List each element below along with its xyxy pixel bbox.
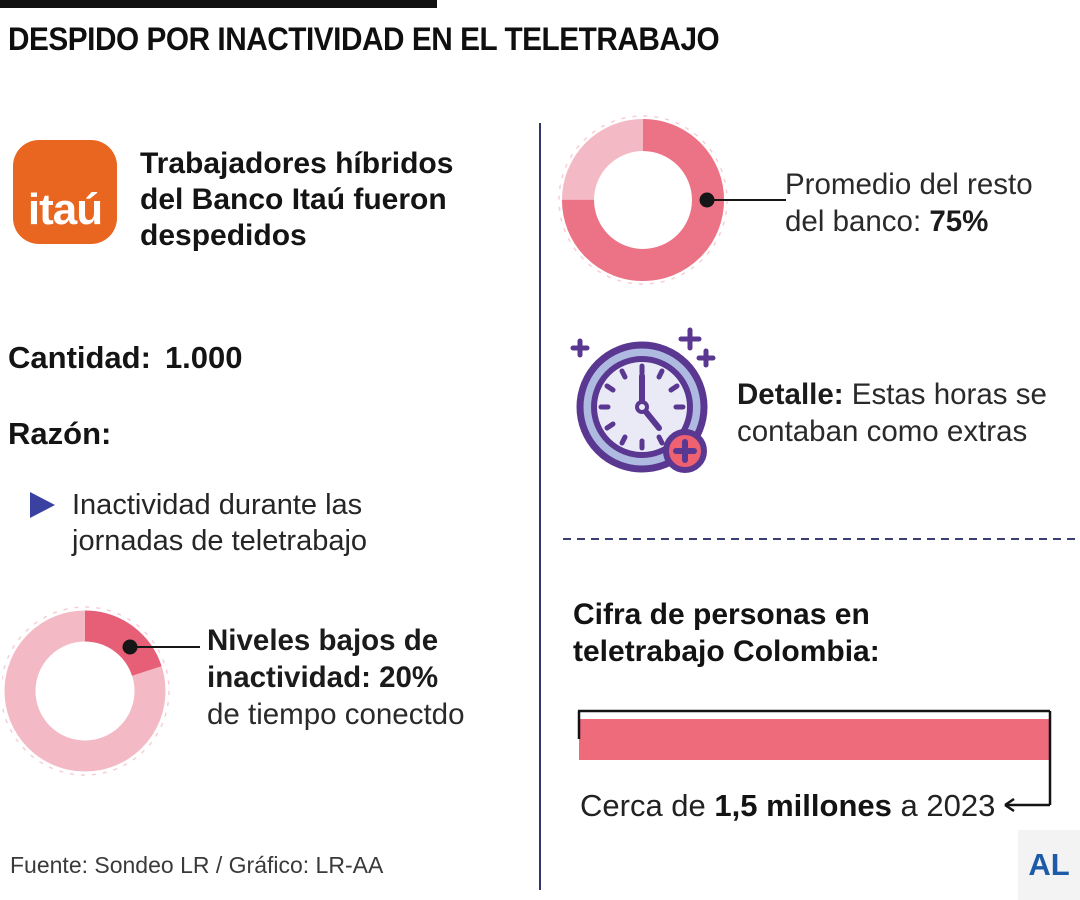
- dashed-divider: [563, 538, 1080, 540]
- column-divider: [539, 123, 541, 890]
- bar-value: [579, 719, 1050, 760]
- caption-prefix: Cerca de: [580, 788, 715, 823]
- bar-outline-and-arrow: [577, 709, 1052, 813]
- intro-text: Trabajadores híbridos del Banco Itaú fue…: [140, 146, 453, 254]
- clock-ticks: [598, 363, 686, 451]
- bar-chart-teletrabajo: [577, 709, 1052, 813]
- cifra-heading: Cifra de personas en teletrabajo Colombi…: [573, 596, 880, 670]
- cantidad-value: 1.000: [164, 340, 243, 375]
- cantidad-label: Cantidad:: [8, 340, 151, 375]
- detalle-line2: contaban como extras: [737, 415, 1028, 448]
- sparkle-plus-icons: [570, 327, 716, 368]
- right-donut-callout: Promedio del resto del banco: 75%: [785, 166, 1033, 240]
- callout-dot: [699, 192, 715, 208]
- detalle-rest: Estas horas se: [843, 378, 1047, 411]
- left-donut-callout: Niveles bajos de inactividad: 20% de tie…: [207, 622, 464, 733]
- callout-line3: de tiempo conectdo: [207, 698, 465, 731]
- bullet-line: Inactividad durante las: [72, 489, 363, 521]
- intro-line: Trabajadores híbridos: [140, 147, 454, 180]
- cantidad-row: Cantidad: 1.000: [8, 340, 243, 376]
- callout-line1: Promedio del resto: [785, 168, 1033, 201]
- bullet-triangle-icon: [30, 492, 55, 518]
- page-title: DESPIDO POR INACTIVIDAD EN EL TELETRABAJ…: [8, 21, 720, 57]
- razon-label: Razón:: [8, 416, 112, 451]
- intro-line: despedidos: [140, 219, 307, 252]
- callout-dot: [122, 639, 138, 655]
- bullet-line: jornadas de teletrabajo: [72, 525, 368, 557]
- donut-dashed-ring: [2, 606, 170, 776]
- razon-bullet-text: Inactividad durante las jornadas de tele…: [72, 487, 367, 559]
- detalle-label: Detalle:: [737, 378, 844, 411]
- clock-plus-icon: [570, 327, 716, 473]
- cifra-line: teletrabajo Colombia:: [573, 635, 880, 668]
- intro-line: del Banco Itaú fueron: [140, 183, 447, 216]
- clock-center: [635, 400, 649, 414]
- caption-suffix: a 2023: [891, 788, 996, 823]
- caption-value: 1,5 millones: [714, 788, 892, 823]
- donut-chart-inactividad: [2, 606, 200, 776]
- itau-logo: itaú: [13, 140, 117, 244]
- plus-badge-glyph: [673, 439, 697, 463]
- al-logo: AL: [1018, 830, 1080, 900]
- bar-caption: Cerca de 1,5 millones a 2023: [580, 788, 995, 824]
- detalle-text: Detalle: Estas horas se contaban como ex…: [737, 376, 1047, 450]
- cifra-line: Cifra de personas en: [573, 598, 870, 631]
- donut-chart-promedio: [558, 115, 786, 285]
- callout-line2-value: 75%: [929, 205, 989, 238]
- itau-logo-text: itaú: [27, 185, 103, 234]
- al-logo-text: AL: [1028, 847, 1070, 882]
- callout-line2: inactividad: 20%: [207, 661, 439, 694]
- donut-arc-20pct: [4, 610, 166, 772]
- callout-line1: Niveles bajos de: [207, 624, 439, 657]
- header-accent-bar: [0, 0, 437, 8]
- source-credit: Fuente: Sondeo LR / Gráfico: LR-AA: [10, 852, 384, 878]
- callout-line2-prefix: del banco:: [785, 205, 930, 238]
